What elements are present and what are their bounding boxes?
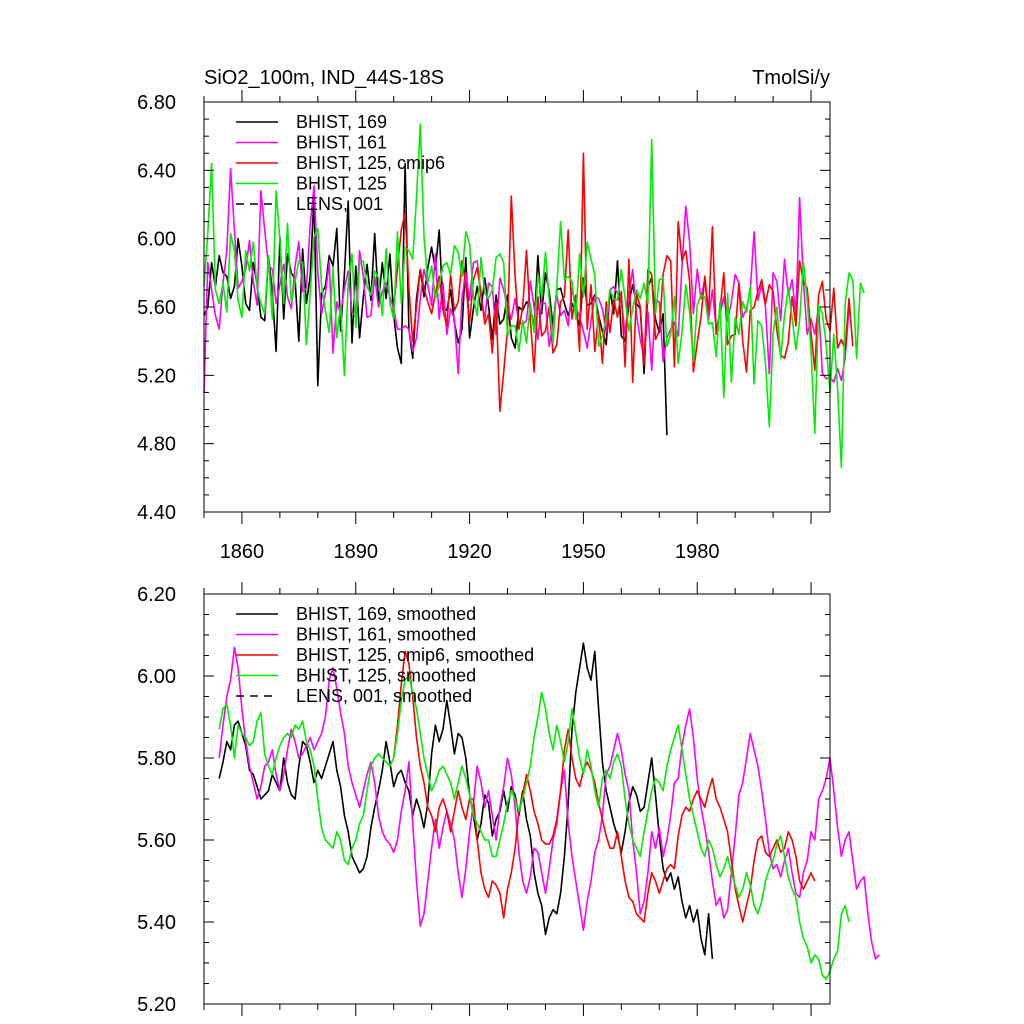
top-x-tick-label: 1920 (447, 541, 492, 563)
top-y-tick-label: 4.40 (137, 502, 176, 524)
top-y-tick-label: 5.20 (137, 365, 176, 387)
top-chart-units: TmolSi/y (752, 67, 830, 89)
top-y-tick-label: 4.80 (137, 434, 176, 456)
top-panel: SiO2_100m, IND_44S-18S TmolSi/y 4.40 4.80… (137, 67, 865, 563)
bottom-legend-label: BHIST, 161, smoothed (296, 625, 476, 645)
top-y-tick-label: 6.00 (137, 229, 176, 251)
bottom-series-line-3 (218, 675, 850, 981)
top-y-tick-label: 5.60 (137, 297, 176, 319)
top-legend-label: BHIST, 161 (296, 133, 387, 153)
top-series-line-2 (392, 152, 854, 413)
bottom-legend-label: BHIST, 169, smoothed (296, 604, 476, 624)
top-y-tick-label: 6.40 (137, 160, 176, 182)
bottom-axes: 5.20 5.40 5.60 5.80 6.00 6.20 (137, 582, 830, 1016)
top-x-tick-label: 1860 (220, 541, 265, 563)
top-x-tick-label: 1890 (334, 541, 379, 563)
bottom-y-tick-label: 5.40 (137, 912, 176, 934)
top-x-tick-label: 1950 (561, 541, 606, 563)
top-x-tick-label: 1980 (675, 541, 720, 563)
top-series-line-3 (203, 123, 865, 469)
bottom-legend-label: BHIST, 125, smoothed (296, 666, 476, 686)
top-legend-label: LENS, 001 (296, 194, 383, 214)
top-legend-label: BHIST, 125 (296, 174, 387, 194)
bottom-legend-label: BHIST, 125, cmip6, smoothed (296, 645, 534, 665)
bottom-y-tick-label: 6.20 (137, 584, 176, 606)
bottom-y-tick-label: 6.00 (137, 666, 176, 688)
bottom-y-tick-label: 5.80 (137, 748, 176, 770)
bottom-panel: 5.20 5.40 5.60 5.80 6.00 6.20 BHIST, 169, smo… (137, 582, 880, 1016)
top-series-layer (203, 123, 865, 469)
bottom-y-tick-label: 5.20 (137, 994, 176, 1016)
bottom-y-tick-label: 5.60 (137, 830, 176, 852)
top-y-tick-label: 6.80 (137, 92, 176, 114)
bottom-series-layer (218, 642, 880, 981)
top-legend-label: BHIST, 169 (296, 112, 387, 132)
top-legend-label: BHIST, 125, cmip6 (296, 153, 445, 173)
bottom-series-line-1 (218, 646, 880, 960)
bottom-series-line-2 (392, 650, 816, 923)
top-axes: 4.40 4.80 5.20 5.60 6.00 6.40 6.80 1860 1890 1920… (137, 90, 830, 563)
top-chart-title: SiO2_100m, IND_44S-18S (204, 67, 444, 89)
bottom-legend-label: LENS, 001, smoothed (296, 686, 472, 706)
